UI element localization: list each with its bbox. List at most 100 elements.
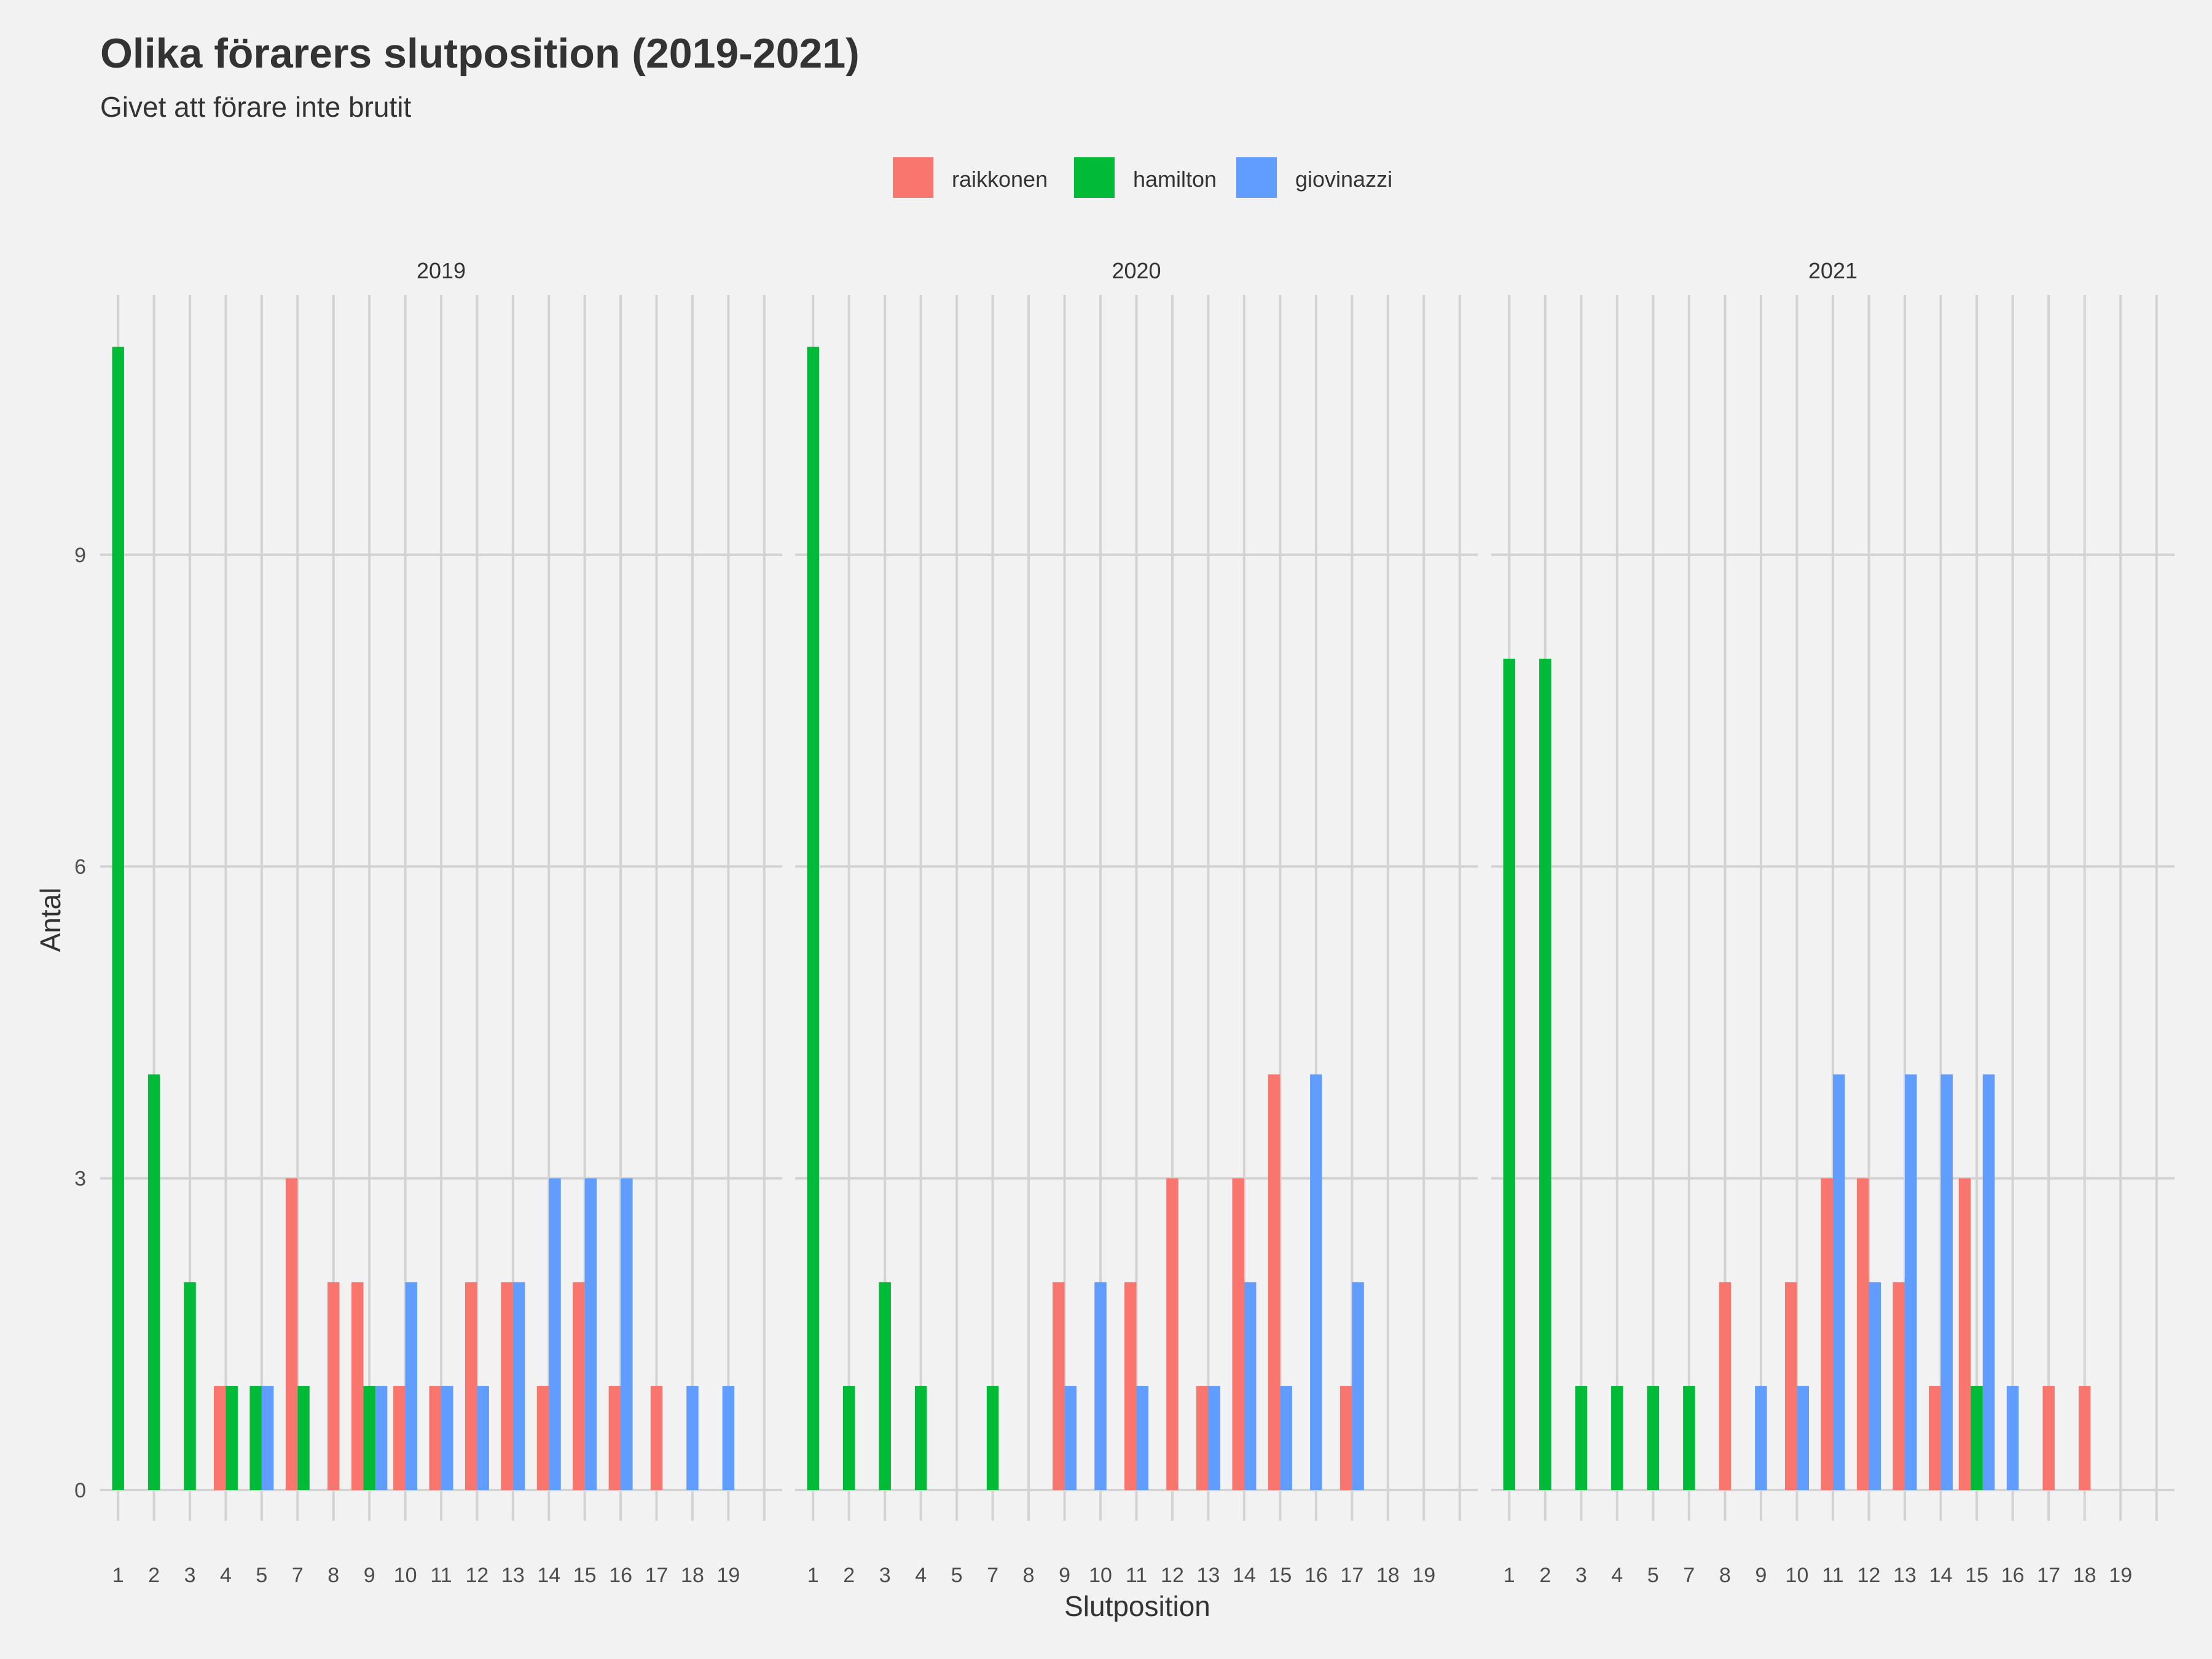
bar-giovinazzi <box>549 1178 561 1490</box>
x-tick-label: 16 <box>609 1564 632 1587</box>
bar-giovinazzi <box>1094 1282 1107 1490</box>
x-tick-label: 2 <box>1539 1564 1551 1587</box>
x-tick-label: 15 <box>1965 1564 1988 1587</box>
bar-raikkonen <box>214 1386 226 1490</box>
bar-hamilton <box>112 347 124 1491</box>
bar-raikkonen <box>1892 1282 1905 1490</box>
x-tick-label: 19 <box>1412 1564 1435 1587</box>
bar-giovinazzi <box>512 1282 525 1490</box>
x-tick-label: 9 <box>1059 1564 1070 1587</box>
legend: raikkonen hamilton giovinazzi <box>893 157 1392 198</box>
chart-title: Olika förarers slutposition (2019-2021) <box>100 30 860 77</box>
x-tick-label: 5 <box>1647 1564 1659 1587</box>
x-tick-label: 19 <box>2109 1564 2132 1587</box>
bar-giovinazzi <box>1833 1074 1845 1490</box>
x-tick-label: 12 <box>1161 1564 1184 1587</box>
x-tick-label: 14 <box>1929 1564 1953 1587</box>
bar-hamilton <box>297 1386 310 1490</box>
bar-raikkonen <box>1232 1178 1244 1490</box>
x-tick-label: 12 <box>1857 1564 1881 1587</box>
bar-hamilton <box>1575 1386 1588 1490</box>
bar-hamilton <box>1539 658 1551 1490</box>
bar-raikkonen <box>285 1178 298 1490</box>
x-tick-label: 10 <box>394 1564 417 1587</box>
x-tick-label: 17 <box>2037 1564 2060 1587</box>
bar-raikkonen <box>351 1282 364 1490</box>
x-tick-label: 11 <box>430 1564 452 1587</box>
x-tick-label: 7 <box>987 1564 998 1587</box>
bar-giovinazzi <box>1208 1386 1220 1490</box>
x-tick-label: 1 <box>112 1564 124 1587</box>
bar-raikkonen <box>608 1386 621 1490</box>
bar-raikkonen <box>1124 1282 1137 1490</box>
x-tick-label: 11 <box>1822 1564 1843 1587</box>
legend-swatch-raikkonen <box>893 157 933 198</box>
bar-hamilton <box>914 1386 927 1490</box>
bar-giovinazzi <box>441 1386 453 1490</box>
bar-giovinazzi <box>1352 1282 1364 1490</box>
bar-raikkonen <box>1268 1074 1281 1490</box>
x-tick-label: 16 <box>1304 1564 1328 1587</box>
bar-giovinazzi <box>621 1178 633 1490</box>
legend-label-raikkonen: raikkonen <box>952 167 1048 192</box>
bar-hamilton <box>226 1386 238 1490</box>
legend-swatch-giovinazzi <box>1236 157 1277 198</box>
bar-giovinazzi <box>1136 1386 1148 1490</box>
bar-hamilton <box>184 1282 196 1490</box>
x-tick-label: 8 <box>1719 1564 1731 1587</box>
facet-label: 2020 <box>1112 258 1161 283</box>
bar-raikkonen <box>1053 1282 1065 1490</box>
facet-label: 2019 <box>417 258 466 283</box>
bar-raikkonen <box>536 1386 549 1490</box>
bar-raikkonen <box>393 1386 406 1490</box>
legend-label-giovinazzi: giovinazzi <box>1295 167 1392 192</box>
x-tick-label: 2 <box>148 1564 160 1587</box>
bar-hamilton <box>1683 1386 1695 1490</box>
x-tick-label: 10 <box>1089 1564 1112 1587</box>
bar-raikkonen <box>1958 1178 1971 1490</box>
x-tick-label: 3 <box>1575 1564 1587 1587</box>
chart-subtitle: Givet att förare inte brutit <box>100 91 411 123</box>
bar-giovinazzi <box>1982 1074 1995 1490</box>
legend-item-hamilton: hamilton <box>1074 157 1217 198</box>
bar-hamilton <box>1611 1386 1623 1490</box>
bar-hamilton <box>986 1386 999 1490</box>
x-tick-label: 17 <box>1340 1564 1363 1587</box>
bar-raikkonen <box>1196 1386 1209 1490</box>
bar-hamilton <box>147 1074 160 1490</box>
bar-raikkonen <box>465 1282 477 1490</box>
bar-raikkonen <box>501 1282 513 1490</box>
bar-hamilton <box>807 347 819 1491</box>
bar-raikkonen <box>1857 1178 1869 1490</box>
x-tick-label: 8 <box>1023 1564 1035 1587</box>
x-tick-label: 12 <box>466 1564 489 1587</box>
bar-giovinazzi <box>405 1282 418 1490</box>
bar-giovinazzi <box>2006 1386 2019 1490</box>
x-tick-label: 2 <box>843 1564 855 1587</box>
bar-giovinazzi <box>722 1386 735 1490</box>
x-tick-label: 11 <box>1126 1564 1147 1587</box>
x-tick-label: 19 <box>716 1564 740 1587</box>
bar-raikkonen <box>1929 1386 1941 1490</box>
x-tick-label: 4 <box>915 1564 927 1587</box>
x-tick-label: 14 <box>537 1564 560 1587</box>
x-tick-label: 18 <box>1376 1564 1400 1587</box>
bar-giovinazzi <box>1280 1386 1292 1490</box>
bar-raikkonen <box>1339 1386 1352 1490</box>
bar-raikkonen <box>327 1282 340 1490</box>
legend-item-raikkonen: raikkonen <box>893 157 1048 198</box>
bar-giovinazzi <box>477 1386 489 1490</box>
x-tick-label: 15 <box>1268 1564 1292 1587</box>
bar-hamilton <box>842 1386 855 1490</box>
bar-giovinazzi <box>584 1178 597 1490</box>
bar-giovinazzi <box>261 1386 274 1490</box>
bar-hamilton <box>363 1386 375 1490</box>
x-tick-label: 17 <box>645 1564 669 1587</box>
y-tick-label: 0 <box>74 1479 86 1502</box>
facet-label: 2021 <box>1808 258 1857 283</box>
bar-giovinazzi <box>1755 1386 1767 1490</box>
bar-hamilton <box>249 1386 262 1490</box>
